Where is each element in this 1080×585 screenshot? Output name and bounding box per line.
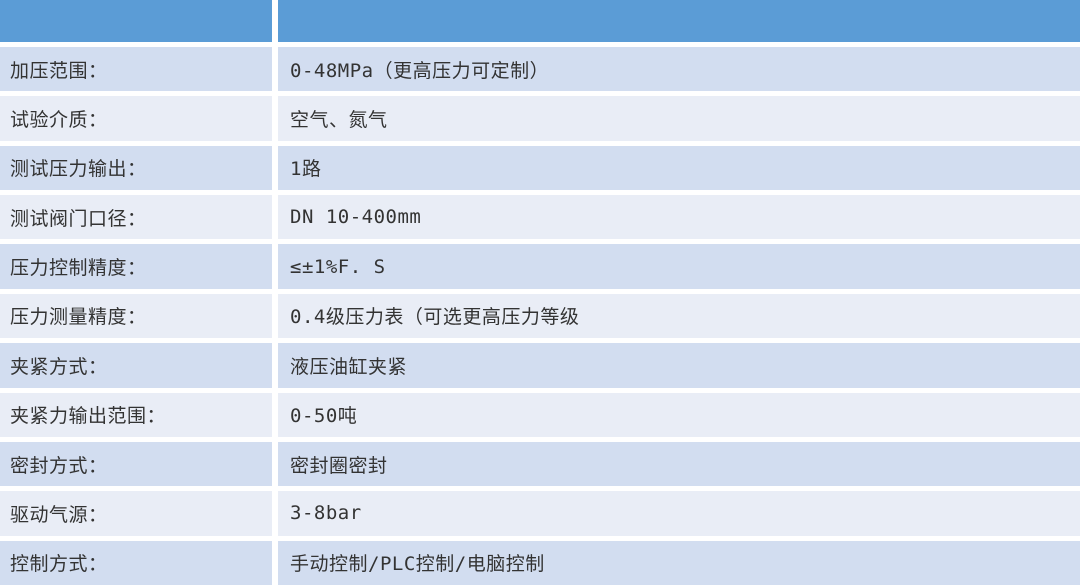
spec-value: 液压油缸夹紧 <box>290 355 408 378</box>
table-row: 测试阀门口径： DN 10-400mm <box>0 195 1080 240</box>
spec-label: 驱动气源： <box>10 503 108 526</box>
spec-label-cell: 测试阀门口径： <box>0 195 272 240</box>
spec-label: 夹紧力输出范围： <box>10 405 167 428</box>
spec-value: 1路 <box>290 158 322 181</box>
spec-label: 压力测量精度： <box>10 306 147 329</box>
spec-value: 0-50吨 <box>290 405 358 428</box>
spec-value: 0.4级压力表（可选更高压力等级 <box>290 306 580 329</box>
spec-value-cell: 手动控制/PLC控制/电脑控制 <box>278 540 1080 585</box>
spec-value: 手动控制/PLC控制/电脑控制 <box>290 553 545 576</box>
spec-value-cell: 密封圈密封 <box>278 441 1080 487</box>
header-label-cell <box>0 0 272 42</box>
spec-label: 测试阀门口径： <box>10 207 147 230</box>
table-row: 加压范围： 0-48MPa（更高压力可定制） <box>0 47 1080 92</box>
spec-value: DN 10-400mm <box>290 206 422 229</box>
spec-value-cell: 0-50吨 <box>278 392 1080 437</box>
table-row: 压力测量精度： 0.4级压力表（可选更高压力等级 <box>0 293 1080 339</box>
table-row: 驱动气源： 3-8bar <box>0 491 1080 536</box>
spec-value: ≤±1%F. S <box>290 255 386 278</box>
table-row: 压力控制精度： ≤±1%F. S <box>0 244 1080 289</box>
spec-value-cell: 1路 <box>278 145 1080 191</box>
spec-value-cell: DN 10-400mm <box>278 195 1080 240</box>
spec-label: 夹紧方式： <box>10 355 108 378</box>
spec-label-cell: 密封方式： <box>0 441 272 487</box>
spec-value: 0-48MPa（更高压力可定制） <box>290 59 550 82</box>
spec-label-cell: 测试压力输出： <box>0 145 272 191</box>
table-row: 夹紧力输出范围： 0-50吨 <box>0 392 1080 437</box>
spec-value-cell: 0.4级压力表（可选更高压力等级 <box>278 293 1080 339</box>
table-row: 夹紧方式： 液压油缸夹紧 <box>0 343 1080 388</box>
table-header-row <box>0 0 1080 42</box>
spec-label-cell: 夹紧力输出范围： <box>0 392 272 437</box>
table-row: 密封方式： 密封圈密封 <box>0 441 1080 487</box>
spec-label-cell: 加压范围： <box>0 47 272 92</box>
spec-label: 压力控制精度： <box>10 257 147 280</box>
spec-label: 加压范围： <box>10 59 108 82</box>
spec-value-cell: 0-48MPa（更高压力可定制） <box>278 47 1080 92</box>
header-value-cell <box>278 0 1080 42</box>
spec-label: 试验介质： <box>10 109 108 132</box>
spec-value-cell: 空气、氮气 <box>278 96 1080 141</box>
spec-label: 测试压力输出： <box>10 158 147 181</box>
spec-label-cell: 压力控制精度： <box>0 244 272 289</box>
spec-value-cell: ≤±1%F. S <box>278 244 1080 289</box>
table-row: 试验介质： 空气、氮气 <box>0 96 1080 141</box>
table-body: 加压范围： 0-48MPa（更高压力可定制） 试验介质： 空气、氮气 测试压力输… <box>0 47 1080 585</box>
table-row: 控制方式： 手动控制/PLC控制/电脑控制 <box>0 540 1080 585</box>
table-row: 测试压力输出： 1路 <box>0 145 1080 191</box>
spec-label-cell: 夹紧方式： <box>0 343 272 388</box>
spec-value: 3-8bar <box>290 502 362 525</box>
spec-label-cell: 试验介质： <box>0 96 272 141</box>
spec-value: 空气、氮气 <box>290 109 388 132</box>
spec-label-cell: 压力测量精度： <box>0 293 272 339</box>
spec-value: 密封圈密封 <box>290 454 388 477</box>
spec-label: 控制方式： <box>10 553 108 576</box>
spec-label-cell: 驱动气源： <box>0 491 272 536</box>
spec-value-cell: 3-8bar <box>278 491 1080 536</box>
spec-label: 密封方式： <box>10 454 108 477</box>
spec-label-cell: 控制方式： <box>0 540 272 585</box>
spec-value-cell: 液压油缸夹紧 <box>278 343 1080 388</box>
